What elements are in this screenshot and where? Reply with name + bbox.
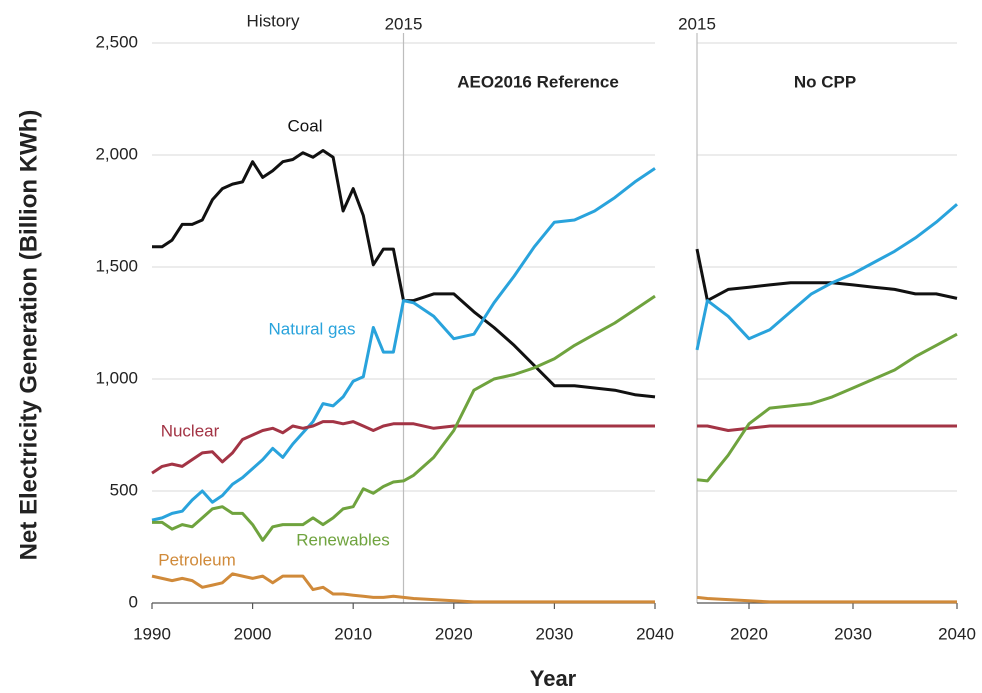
x-tick-label: 2040 — [636, 624, 674, 643]
x-tick-label: 2020 — [435, 624, 473, 643]
series-line — [696, 595, 957, 604]
x-tick-label: 1990 — [133, 624, 171, 643]
series-line — [151, 572, 655, 604]
panel-title: No CPP — [794, 72, 856, 91]
x-tick-label: 2000 — [234, 624, 272, 643]
y-axis-label: Net Electricity Generation (Billion KWh) — [15, 110, 42, 561]
x-tick-label: 2040 — [938, 624, 976, 643]
series-label: Renewables — [296, 530, 390, 549]
y-tick-label: 1,000 — [95, 368, 138, 387]
reference-label: 2015 — [678, 14, 716, 33]
y-tick-label: 500 — [110, 480, 138, 499]
series-line — [697, 424, 957, 432]
x-axis-label: Year — [530, 666, 577, 691]
series-label: Coal — [288, 116, 323, 135]
series-label: Petroleum — [158, 550, 235, 569]
y-tick-label: 2,500 — [95, 32, 138, 51]
series-line — [695, 248, 958, 303]
x-tick-label: 2020 — [730, 624, 768, 643]
x-tick-label: 2030 — [834, 624, 872, 643]
series-line — [151, 167, 656, 522]
x-tick-label: 2010 — [334, 624, 372, 643]
series-label: Nuclear — [161, 421, 220, 440]
x-tick-label: 2030 — [535, 624, 573, 643]
series-line — [695, 203, 958, 351]
y-tick-label: 2,000 — [95, 144, 138, 163]
panel-title: AEO2016 Reference — [457, 72, 619, 91]
series-line — [151, 420, 655, 475]
annotation: History — [247, 11, 300, 30]
y-tick-label: 1,500 — [95, 256, 138, 275]
y-tick-label: 0 — [129, 592, 138, 611]
reference-label: 2015 — [385, 14, 423, 33]
series-line — [152, 149, 656, 399]
series-label: Natural gas — [269, 319, 356, 338]
series-line — [152, 294, 656, 542]
series-line — [696, 332, 958, 483]
